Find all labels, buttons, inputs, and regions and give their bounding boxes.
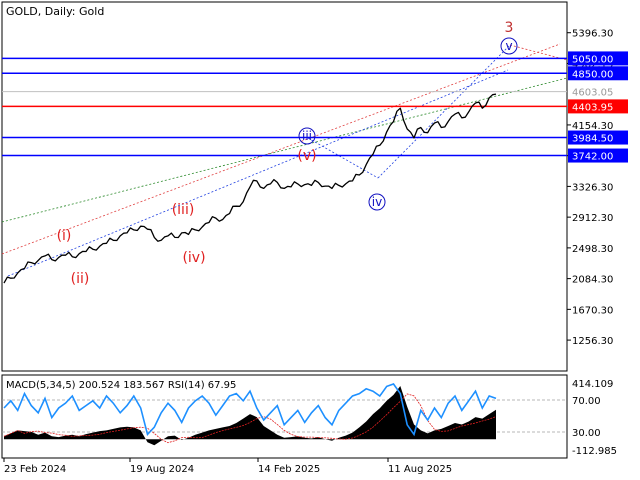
price-level-tag <box>568 66 628 81</box>
price-tick-label: 1670.30 <box>572 305 613 316</box>
price-level-tag <box>568 99 628 114</box>
trendline-blue <box>7 69 509 277</box>
price-level-tag <box>568 84 628 99</box>
wave-label: 3 <box>505 20 514 36</box>
macd-histogram <box>4 386 496 446</box>
price-level-label: 3984.50 <box>572 134 613 145</box>
price-level-label: 5050.00 <box>572 54 613 65</box>
wave-label-circle <box>298 127 316 145</box>
price-level-tag <box>568 148 628 163</box>
trendline-red <box>1 43 561 255</box>
wave-label: (ii) <box>71 271 90 287</box>
time-tick-label: 19 Aug 2024 <box>130 464 194 475</box>
rsi-line <box>3 383 497 437</box>
wave-label: (v) <box>297 148 316 164</box>
trendline-blue-iii-iv <box>307 137 379 179</box>
time-tick-label: 23 Feb 2024 <box>4 464 66 475</box>
main-pane-frame <box>1 1 568 372</box>
price-level-tag <box>568 130 628 145</box>
trendline-blue-iv-v <box>377 44 511 179</box>
wave-label-circle <box>500 37 518 55</box>
price-level-label: 3742.00 <box>572 152 613 163</box>
macd-signal-line <box>3 393 497 444</box>
price-tick-label: 4154.30 <box>572 121 613 132</box>
wave-label: iv <box>372 195 382 209</box>
price-tick-label: 2912.30 <box>572 213 613 224</box>
price-tick-label: 2498.30 <box>572 244 613 255</box>
indicator-axis-label: 70.00 <box>572 396 601 407</box>
price-tick-label: 2084.30 <box>572 275 613 286</box>
wave-label-circle <box>368 193 386 211</box>
time-tick-label: 11 Aug 2025 <box>388 464 452 475</box>
chart-title: GOLD, Daily: Gold <box>6 5 104 18</box>
time-tick-label: 14 Feb 2025 <box>258 464 320 475</box>
price-level-tag <box>568 51 628 66</box>
indicator-axis-label: 414.109 <box>572 379 613 390</box>
indicator-label: MACD(5,34,5) 200.524 183.567 RSI(14) 67.… <box>6 380 236 391</box>
trendline-red-end <box>509 44 568 61</box>
price-level-label: 4603.05 <box>572 88 613 99</box>
trendline-green <box>1 77 568 223</box>
wave-label: (iv) <box>182 250 205 266</box>
price-level-label: 4403.95 <box>572 102 613 113</box>
wave-label: v <box>505 39 512 53</box>
indicator-axis-label: 30.00 <box>572 428 601 439</box>
wave-label: (i) <box>57 228 72 244</box>
price-series-line <box>3 93 497 284</box>
price-tick-label: 5396.30 <box>572 29 613 40</box>
wave-label: (iii) <box>172 202 195 218</box>
price-tick-label: 3326.30 <box>572 182 613 193</box>
price-tick-label: 1256.30 <box>572 336 613 347</box>
indicator-axis-label: -112.985 <box>572 446 617 457</box>
wave-label: iii <box>302 129 312 143</box>
indicator-pane-frame <box>1 374 568 459</box>
price-level-label: 4850.00 <box>572 69 613 80</box>
